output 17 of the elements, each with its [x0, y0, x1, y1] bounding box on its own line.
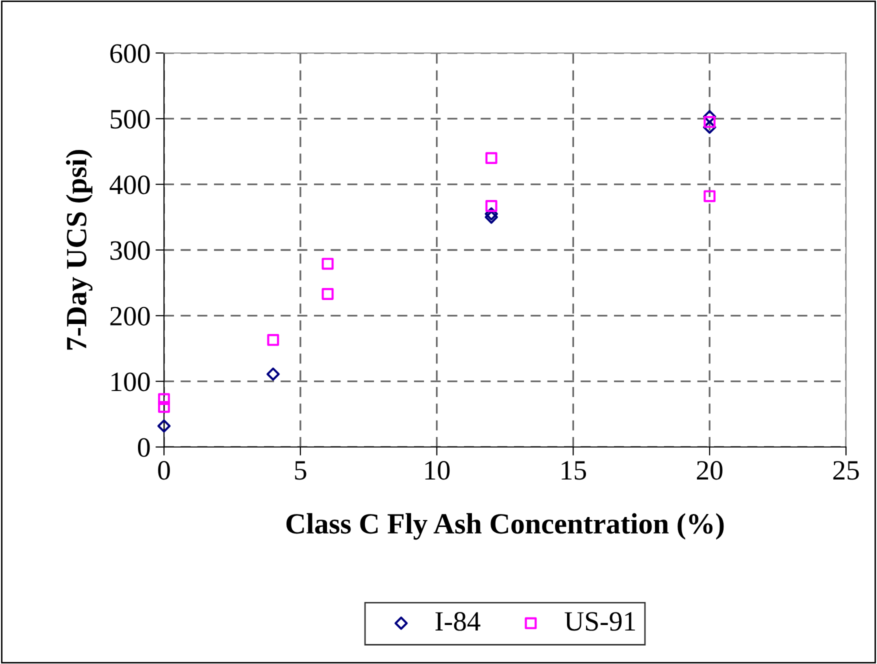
x-tick-label: 15	[562, 461, 586, 480]
x-tick-label: 0	[158, 460, 170, 480]
legend-label: I-84	[435, 612, 480, 631]
x-tick-label: 25	[833, 461, 859, 480]
x-tick-label: 10	[425, 460, 450, 480]
y-tick-label: 500	[110, 110, 150, 129]
y-tick-label: 100	[112, 372, 150, 392]
y-tick-label: 200	[110, 306, 150, 326]
y-tick-label: 300	[110, 241, 150, 260]
x-tick-label: 20	[696, 460, 722, 480]
y-tick-label: 400	[110, 176, 150, 194]
y-tick-label: 0	[138, 438, 150, 457]
y-axis-title: 7-Day UCS (psi)	[66, 150, 92, 350]
y-tick-label: 600	[110, 44, 150, 63]
legend-label: US-91	[564, 612, 635, 631]
x-axis-title: Class C Fly Ash Concentration (%)	[286, 513, 724, 540]
x-tick-label: 5	[295, 461, 306, 480]
